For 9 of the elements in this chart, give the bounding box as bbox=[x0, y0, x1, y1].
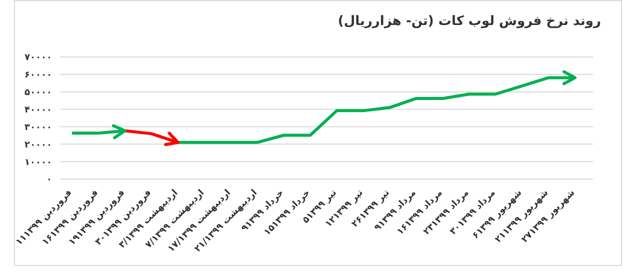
y-tick-label: ۱۰۰۰۰ bbox=[24, 158, 52, 168]
y-tick-label: ۶۰۰۰۰ bbox=[24, 70, 52, 81]
chart-title: روند نرخ فروش لوب کات (تن- هزارریال) bbox=[338, 14, 601, 29]
y-tick-label: ۵۰۰۰۰ bbox=[24, 88, 52, 98]
y-tick-label: ۴۰۰۰۰ bbox=[24, 105, 52, 116]
y-tick-label: ۳۰۰۰۰ bbox=[24, 122, 52, 133]
y-tick-label: ۲۰۰۰۰ bbox=[24, 140, 52, 150]
y-tick-label: ۰ bbox=[46, 175, 52, 186]
y-tick-label: ۷۰۰۰۰ bbox=[24, 53, 52, 64]
